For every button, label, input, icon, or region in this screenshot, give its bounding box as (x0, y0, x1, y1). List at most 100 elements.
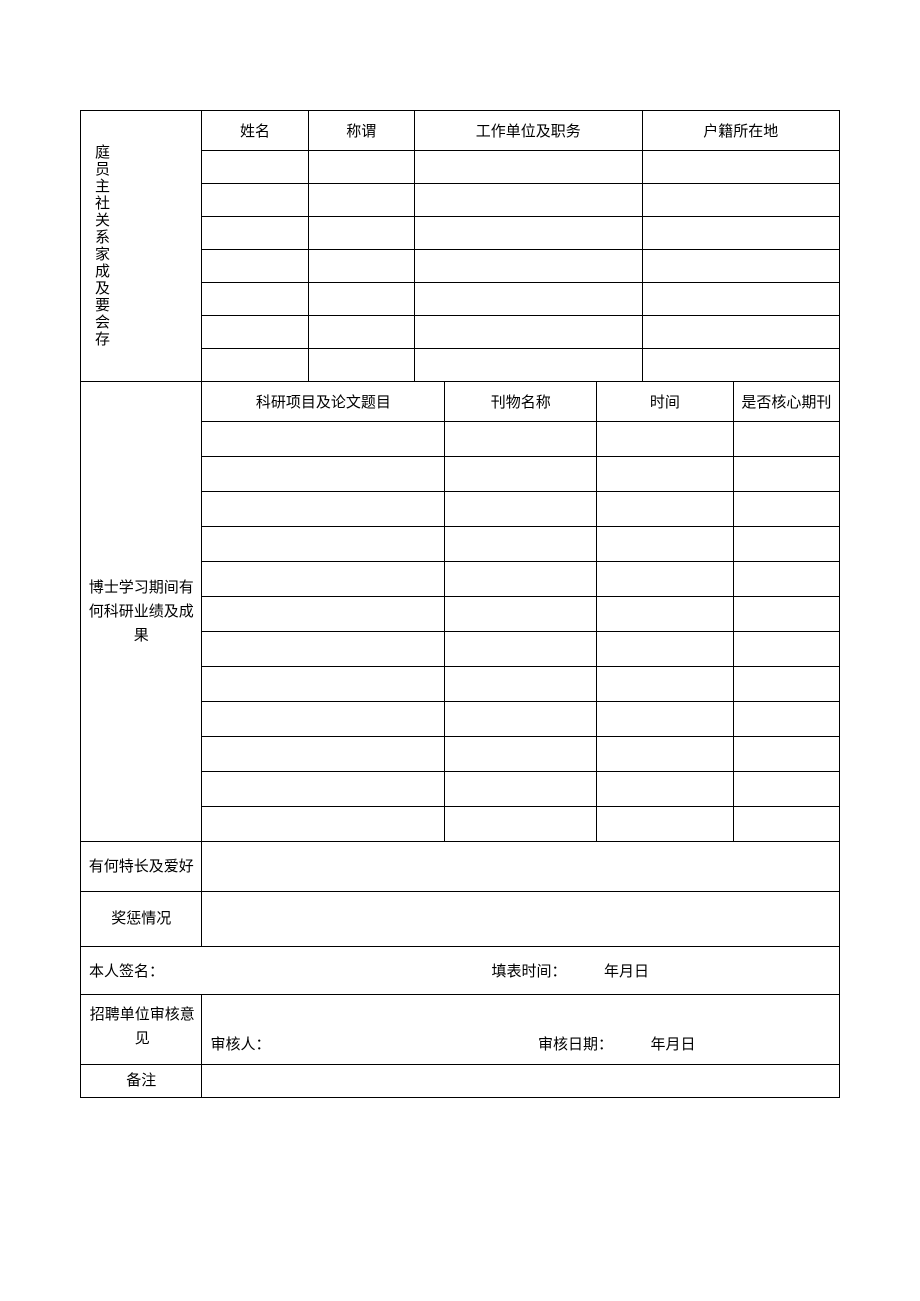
cell-topic[interactable] (202, 597, 445, 632)
cell-topic[interactable] (202, 702, 445, 737)
family-section-label: 庭员主社关系家成及要会存 (81, 111, 202, 382)
cell-core[interactable] (733, 667, 839, 702)
cell-name[interactable] (202, 349, 308, 382)
cell-core[interactable] (733, 772, 839, 807)
cell-registry[interactable] (642, 283, 839, 316)
remark-value[interactable] (202, 1065, 840, 1098)
cell-core[interactable] (733, 597, 839, 632)
cell-topic[interactable] (202, 807, 445, 842)
cell-work[interactable] (414, 217, 642, 250)
cell-relation[interactable] (308, 250, 414, 283)
cell-topic[interactable] (202, 527, 445, 562)
cell-journal[interactable] (445, 597, 597, 632)
cell-time[interactable] (597, 632, 734, 667)
cell-time[interactable] (597, 702, 734, 737)
application-form-table: 庭员主社关系家成及要会存 姓名 称谓 工作单位及职务 户籍所在地 (80, 110, 840, 1098)
cell-journal[interactable] (445, 562, 597, 597)
cell-topic[interactable] (202, 492, 445, 527)
cell-journal[interactable] (445, 667, 597, 702)
reward-value[interactable] (202, 892, 840, 947)
cell-topic[interactable] (202, 737, 445, 772)
cell-journal[interactable] (445, 737, 597, 772)
cell-core[interactable] (733, 737, 839, 772)
cell-relation[interactable] (308, 316, 414, 349)
col-time: 时间 (597, 382, 734, 422)
cell-name[interactable] (202, 151, 308, 184)
cell-core[interactable] (733, 527, 839, 562)
cell-topic[interactable] (202, 422, 445, 457)
cell-core[interactable] (733, 422, 839, 457)
cell-registry[interactable] (642, 151, 839, 184)
cell-name[interactable] (202, 250, 308, 283)
cell-time[interactable] (597, 807, 734, 842)
cell-journal[interactable] (445, 702, 597, 737)
hobby-value[interactable] (202, 842, 840, 892)
cell-topic[interactable] (202, 632, 445, 667)
cell-topic[interactable] (202, 772, 445, 807)
cell-time[interactable] (597, 772, 734, 807)
cell-work[interactable] (414, 151, 642, 184)
cell-work[interactable] (414, 316, 642, 349)
cell-time[interactable] (597, 737, 734, 772)
col-journal: 刊物名称 (445, 382, 597, 422)
cell-core[interactable] (733, 807, 839, 842)
cell-core[interactable] (733, 702, 839, 737)
sign-date-value[interactable]: 年月日 (604, 960, 649, 981)
cell-topic[interactable] (202, 562, 445, 597)
signature-row: 本人签名： 填表时间： 年月日 (81, 947, 840, 995)
cell-relation[interactable] (308, 283, 414, 316)
cell-name[interactable] (202, 184, 308, 217)
cell-journal[interactable] (445, 632, 597, 667)
signature-cell[interactable]: 本人签名： 填表时间： 年月日 (81, 947, 840, 995)
remark-row: 备注 (81, 1065, 840, 1098)
cell-work[interactable] (414, 184, 642, 217)
cell-journal[interactable] (445, 492, 597, 527)
cell-work[interactable] (414, 349, 642, 382)
reviewer-label: 审核人： (210, 1033, 270, 1054)
cell-time[interactable] (597, 457, 734, 492)
reward-label: 奖惩情况 (81, 892, 202, 947)
cell-topic[interactable] (202, 667, 445, 702)
cell-relation[interactable] (308, 217, 414, 250)
review-label: 招聘单位审核意见 (81, 995, 202, 1065)
cell-time[interactable] (597, 562, 734, 597)
cell-journal[interactable] (445, 772, 597, 807)
cell-registry[interactable] (642, 217, 839, 250)
col-work: 工作单位及职务 (414, 111, 642, 151)
cell-time[interactable] (597, 422, 734, 457)
review-cell[interactable]: 审核人： 审核日期： 年月日 (202, 995, 840, 1065)
cell-work[interactable] (414, 283, 642, 316)
cell-registry[interactable] (642, 316, 839, 349)
cell-journal[interactable] (445, 527, 597, 562)
hobby-row: 有何特长及爱好 (81, 842, 840, 892)
cell-core[interactable] (733, 562, 839, 597)
cell-journal[interactable] (445, 457, 597, 492)
reward-row: 奖惩情况 (81, 892, 840, 947)
cell-journal[interactable] (445, 807, 597, 842)
cell-time[interactable] (597, 597, 734, 632)
cell-relation[interactable] (308, 151, 414, 184)
cell-name[interactable] (202, 316, 308, 349)
cell-core[interactable] (733, 492, 839, 527)
sign-date-label: 填表时间： (492, 960, 567, 981)
review-date-value[interactable]: 年月日 (650, 1033, 695, 1054)
cell-core[interactable] (733, 632, 839, 667)
cell-relation[interactable] (308, 349, 414, 382)
cell-time[interactable] (597, 527, 734, 562)
cell-registry[interactable] (642, 184, 839, 217)
cell-registry[interactable] (642, 250, 839, 283)
cell-journal[interactable] (445, 422, 597, 457)
col-registry: 户籍所在地 (642, 111, 839, 151)
cell-registry[interactable] (642, 349, 839, 382)
cell-work[interactable] (414, 250, 642, 283)
cell-name[interactable] (202, 217, 308, 250)
col-core: 是否核心期刊 (733, 382, 839, 422)
review-date-label: 审核日期： (538, 1033, 613, 1054)
cell-core[interactable] (733, 457, 839, 492)
review-row: 招聘单位审核意见 审核人： 审核日期： 年月日 (81, 995, 840, 1065)
cell-time[interactable] (597, 492, 734, 527)
cell-name[interactable] (202, 283, 308, 316)
cell-relation[interactable] (308, 184, 414, 217)
cell-topic[interactable] (202, 457, 445, 492)
cell-time[interactable] (597, 667, 734, 702)
